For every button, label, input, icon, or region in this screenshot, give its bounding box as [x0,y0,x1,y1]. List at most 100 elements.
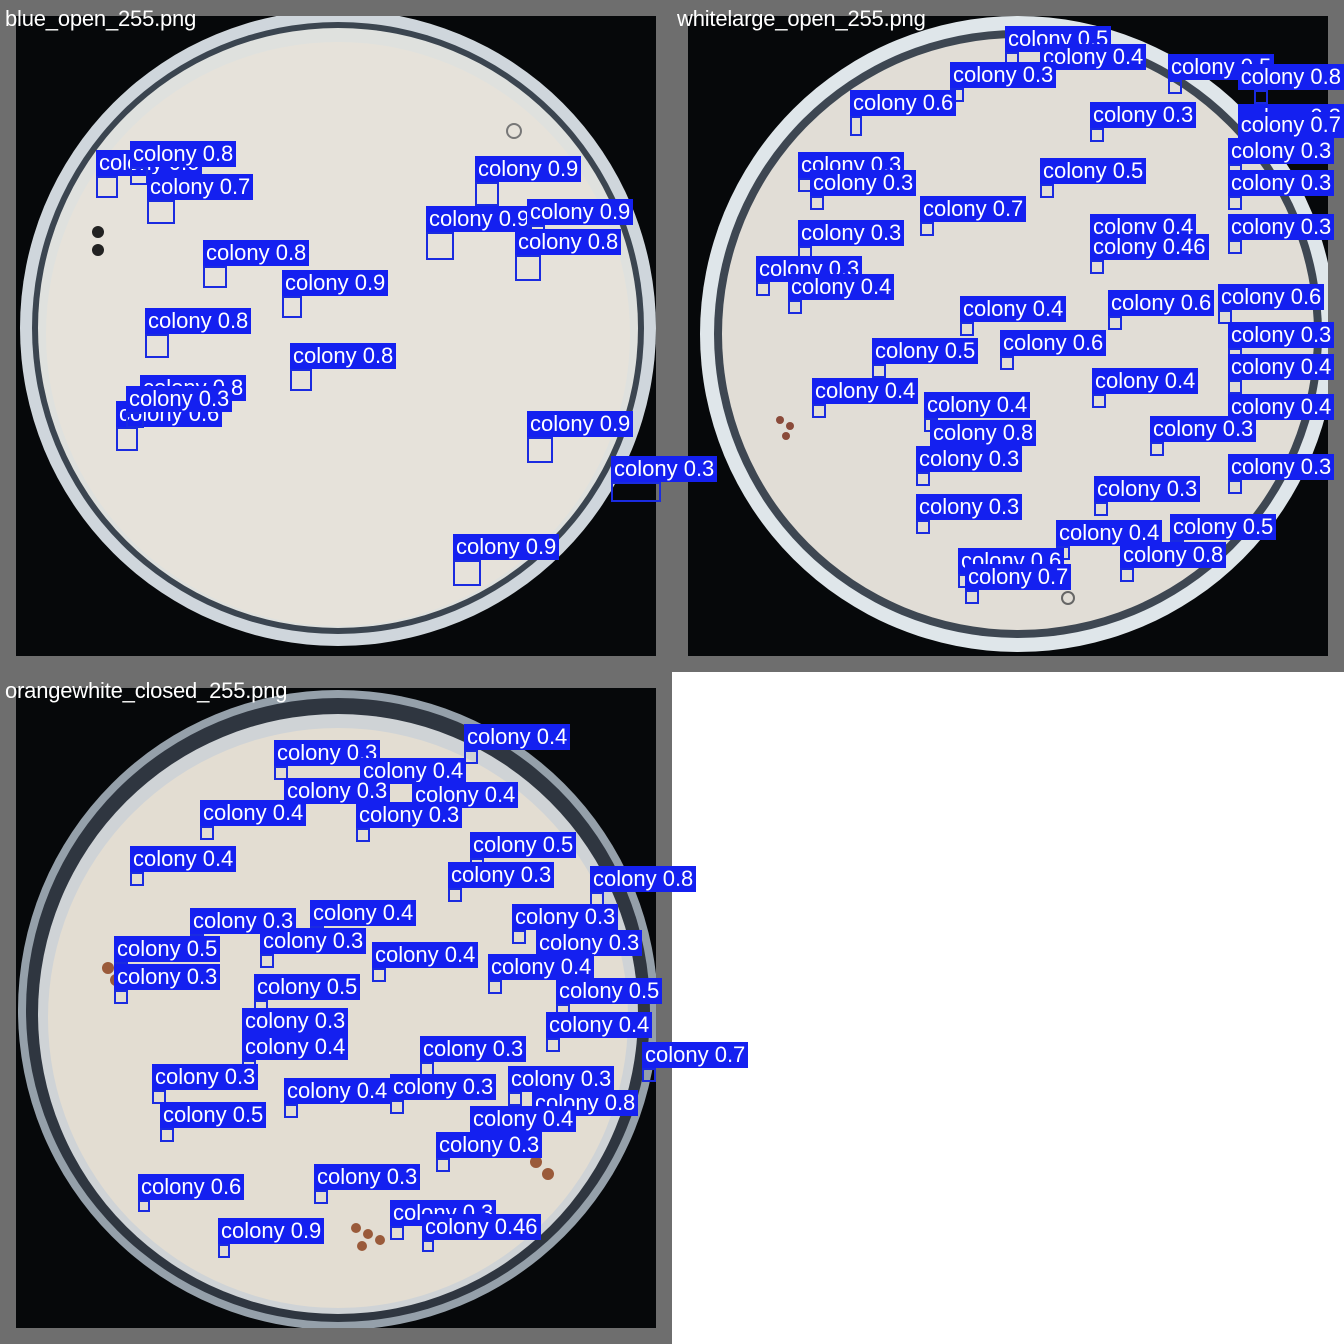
colony-detection-box [1090,128,1104,142]
colony-detection-label: colony 0.3 [448,862,555,888]
colony-detection-label: colony 0.3 [1150,416,1257,442]
colony-detection-label: colony 0.4 [242,1034,349,1060]
colony-detection-box [1254,90,1268,104]
colony-detection-box [916,520,930,534]
colony-detection-box [218,1244,230,1258]
colony-detection-label: colony 0.3 [260,928,367,954]
colony-detection-box [426,232,454,260]
colony-detection-label: colony 0.3 [916,446,1023,472]
colony-detection-label: colony 0.3 [1228,454,1335,480]
colony-detection-label: colony 0.3 [810,170,917,196]
colony-detection-label: colony 0.5 [556,978,663,1004]
colony-detection-box [812,404,826,418]
colony-detection-label: colony 0.3 [611,456,718,482]
colony-detection-label: colony 0.3 [356,802,463,828]
colony-detection-box [282,296,302,318]
colony-detection-label: colony 0.9 [453,534,560,560]
colony-detection-label: colony 0.5 [1040,158,1147,184]
colony-detection-box [116,427,138,451]
colony-detection-label: colony 0.5 [114,936,221,962]
colony-detection-label: colony 0.9 [282,270,389,296]
colony-detection-label: colony 0.6 [1000,330,1107,356]
colony-detection-label: colony 0.3 [274,740,381,766]
colony-detection-label: colony 0.9 [527,199,634,225]
colony-detection-label: colony 0.6 [138,1174,245,1200]
colony-detection-box [1150,442,1164,456]
colony-detection-label: colony 0.3 [1228,214,1335,240]
colony-detection-label: colony 0.9 [527,411,634,437]
colony-detection-label: colony 0.8 [1237,64,1344,90]
colony-detection-label: colony 0.4 [130,846,237,872]
colony-detection-box [114,990,128,1004]
colony-detection-box [1090,260,1104,274]
colony-detection-label: colony 0.3 [390,1074,497,1100]
colony-detection-label: colony 0.46 [422,1214,541,1240]
colony-detection-box [965,590,979,604]
colony-detection-label: colony 0.9 [426,206,533,232]
colony-detection-label: colony 0.9 [475,156,582,182]
colony-detection-label: colony 0.5 [872,338,979,364]
colony-detection-box [1094,502,1108,516]
colony-detection-label: colony 0.5 [1170,514,1277,540]
colony-detection-box [527,437,553,463]
colony-detection-box [448,888,462,902]
colony-detection-box [152,1090,166,1104]
colony-detection-box [274,766,288,780]
image-filename: whitelarge_open_255.png [677,6,926,31]
colony-detection-label: colony 0.8 [1120,542,1227,568]
colony-detection-box [314,1190,328,1204]
colony-detection-box [1000,356,1014,370]
colony-detection-box [960,322,974,336]
colony-detection-label: colony 0.4 [310,900,417,926]
colony-detection-label: colony 0.3 [420,1036,527,1062]
colony-detection-label: colony 0.6 [1218,284,1325,310]
colony-detection-box [1040,184,1054,198]
colony-detection-label: colony 0.4 [464,724,571,750]
colony-detection-label: colony 0.4 [924,392,1031,418]
image-filename: blue_open_255.png [5,6,197,31]
colony-detection-box [260,954,274,968]
colony-detection-label: colony 0.6 [850,90,957,116]
colony-detection-box [1228,480,1242,494]
colony-detection-label: colony 0.7 [147,174,254,200]
colony-detection-box [436,1158,450,1172]
colony-detection-label: colony 0.3 [508,1066,615,1092]
colony-detection-label: colony 0.3 [950,62,1057,88]
colony-detection-box [422,1240,434,1252]
colony-detection-label: colony 0.8 [515,229,622,255]
colony-detection-label: colony 0.8 [532,1090,639,1116]
colony-detection-label: colony 0.4 [788,274,895,300]
colony-detection-box [290,369,312,391]
colony-detection-label: colony 0.3 [512,904,619,930]
colony-detection-label: colony 0.4 [1040,44,1147,70]
colony-detection-label: colony 0.3 [436,1132,543,1158]
colony-detection-label: colony 0.9 [218,1218,325,1244]
colony-detection-box [920,222,934,236]
colony-detection-box [160,1128,174,1142]
colony-detection-label: colony 0.3 [1228,322,1335,348]
colony-detection-box [372,968,386,982]
colony-detection-box [284,1104,298,1118]
colony-detection-label: colony 0.8 [930,420,1037,446]
colony-detection-label: colony 0.4 [1228,354,1335,380]
colony-detection-box [488,980,502,994]
colony-detection-label: colony 0.3 [126,386,233,412]
colony-detection-box [546,1038,560,1052]
colony-detection-box [642,1068,656,1082]
colony-detection-label: colony 0.8 [145,308,252,334]
colony-detection-box [810,196,824,210]
colony-detection-label: colony 0.4 [470,1106,577,1132]
colony-detection-box [200,826,214,840]
colony-detection-label: colony 0.7 [965,564,1072,590]
colony-detection-box [850,116,862,136]
colony-detection-label: colony 0.4 [284,1078,391,1104]
colony-detection-label: colony 0.4 [1056,520,1163,546]
colony-detection-label: colony 0.4 [372,942,479,968]
colony-detection-box [872,364,886,378]
colony-detection-box [1228,240,1242,254]
colony-detection-label: colony 0.5 [254,974,361,1000]
colony-detection-box [1228,380,1242,394]
colony-detection-label: colony 0.8 [130,141,237,167]
